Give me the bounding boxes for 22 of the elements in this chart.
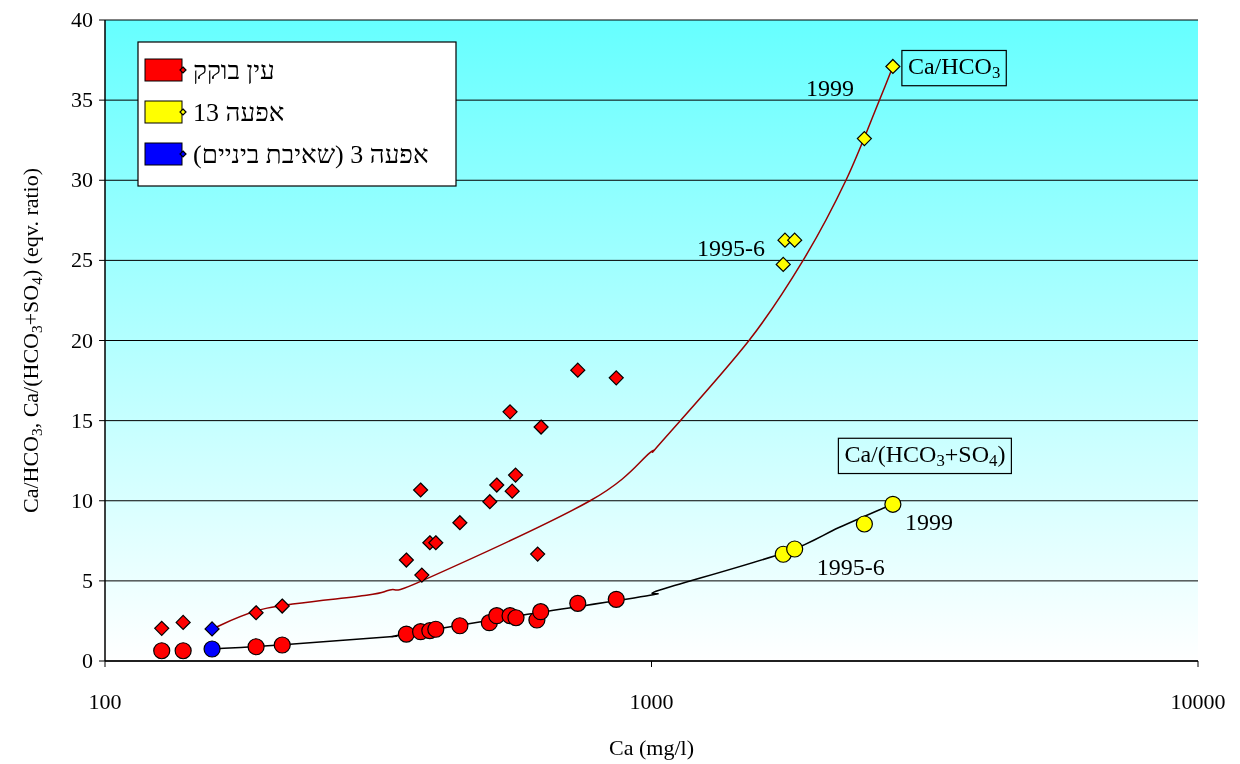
x-tick-label: 1000 [629, 689, 674, 714]
annotation: 1995-6 [816, 553, 885, 580]
annotation: 1999 [904, 509, 953, 536]
x-tick-label: 100 [88, 689, 122, 714]
legend-label: עין בוקק [193, 56, 275, 85]
y-tick-label: 20 [71, 327, 93, 353]
annotation: Ca/(HCO$_{3}$+SO$_{4}$) [844, 441, 1006, 471]
y-tick-label: 10 [71, 487, 93, 513]
annotation: 1995-6 [697, 235, 765, 262]
y-tick-label: 30 [71, 167, 93, 193]
x-tick-label: 10000 [1170, 689, 1226, 714]
x-axis-title: Ca (mg/l) [609, 735, 694, 760]
y-tick-label: 25 [71, 247, 93, 273]
annotation: 1999 [805, 75, 854, 102]
y-tick-label: 15 [71, 407, 93, 433]
y-tick-label: 5 [82, 567, 93, 593]
legend-label: אפעה 13 [193, 98, 285, 127]
legend-label: אפעה 3 (שאיבת ביניים) [193, 140, 429, 169]
annotation: Ca/HCO$_{3}$ [907, 53, 1001, 83]
y-tick-label: 0 [82, 648, 93, 673]
y-tick-label: 40 [71, 7, 93, 32]
y-tick-label: 35 [71, 87, 93, 113]
